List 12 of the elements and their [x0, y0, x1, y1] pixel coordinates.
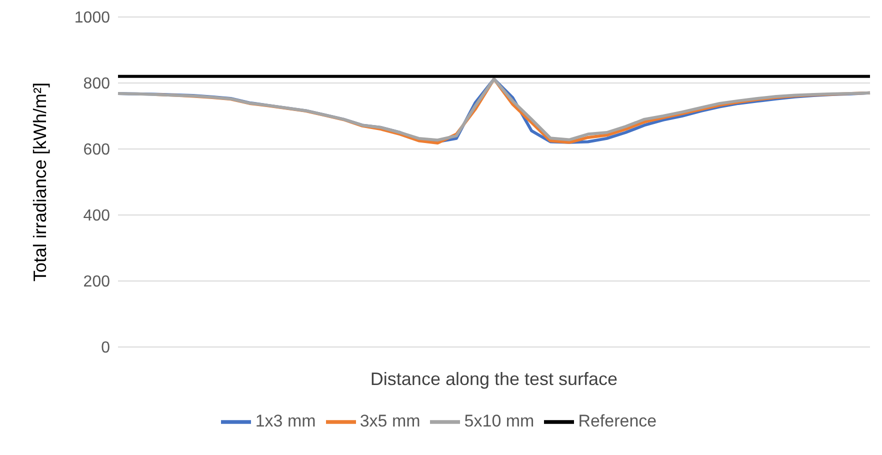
- y-axis-title: Total irradiance [kWh/m²]: [30, 82, 50, 282]
- legend-label: 5x10 mm: [464, 411, 534, 430]
- legend-label: Reference: [578, 411, 657, 430]
- x-axis-title: Distance along the test surface: [370, 369, 618, 389]
- y-tick-label: 200: [83, 274, 110, 291]
- y-tick-label: 400: [83, 208, 110, 225]
- y-tick-label: 600: [83, 142, 110, 159]
- y-tick-label: 800: [83, 76, 110, 93]
- legend-label: 1x3 mm: [255, 411, 316, 430]
- y-tick-label: 1000: [74, 10, 110, 27]
- legend-label: 3x5 mm: [360, 411, 420, 430]
- y-tick-label: 0: [101, 340, 110, 357]
